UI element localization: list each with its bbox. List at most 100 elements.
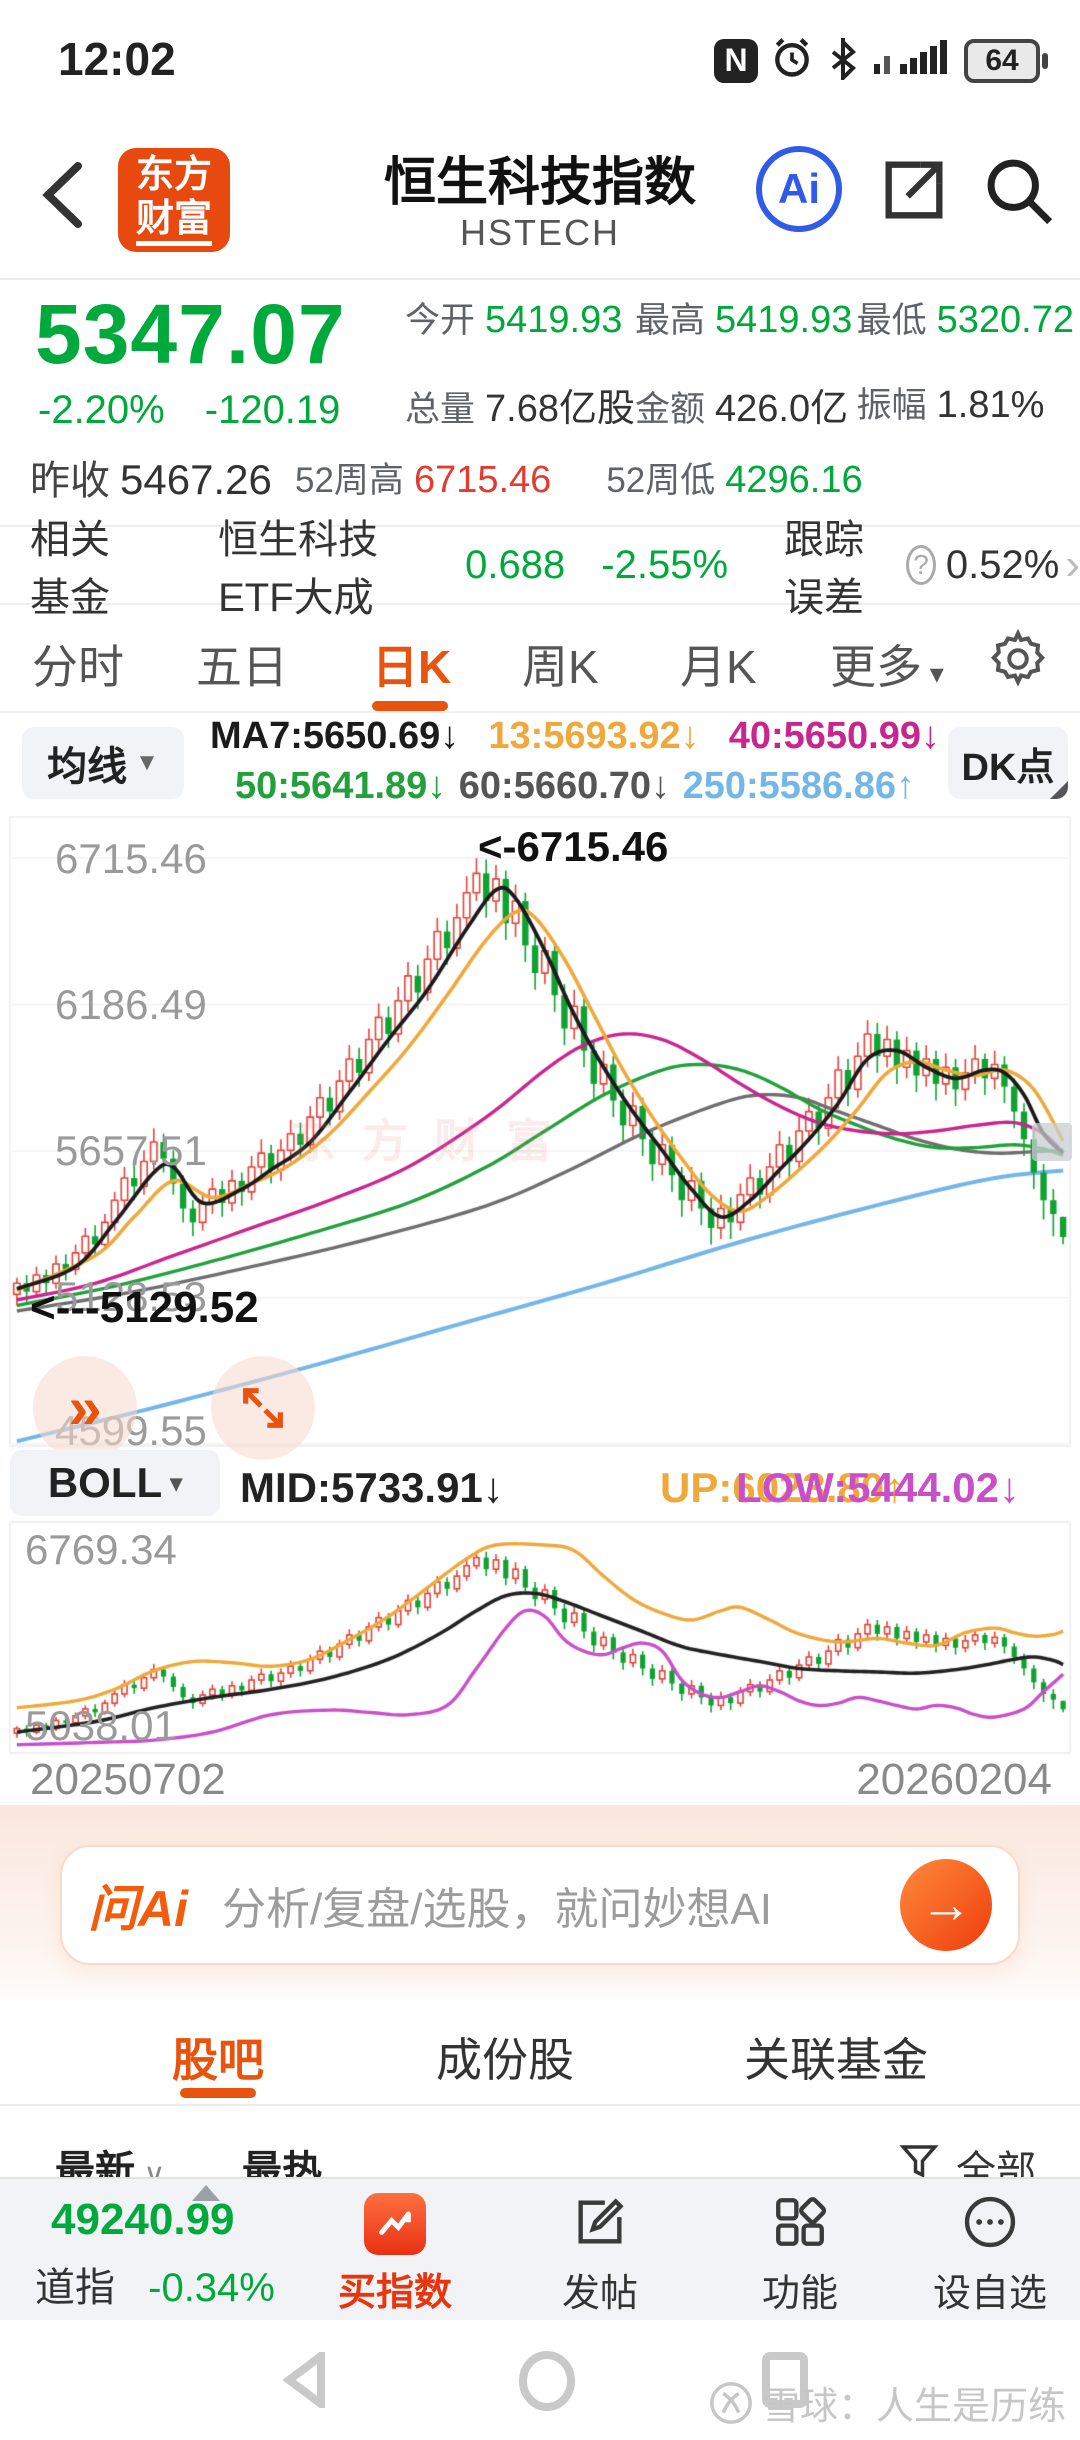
tab-weekly-k[interactable]: 周K [522, 641, 599, 693]
nav-home-icon[interactable] [517, 2350, 577, 2412]
arrow-right-icon: → [920, 1876, 972, 1934]
boll-canvas [0, 1520, 1080, 1755]
ma40-value: 40:5650.99↓ [728, 715, 940, 757]
boll-mid-value: MID:5733.91↓ [240, 1464, 504, 1511]
ai-assistant-icon[interactable]: Ai [756, 146, 842, 232]
nfc-icon: N [714, 38, 758, 83]
y-axis-label-3: 5657.51 [55, 1127, 207, 1174]
dow-name: 道指 [35, 2266, 115, 2310]
stat-open: 今开 5419.93 [405, 299, 623, 341]
clock-text: 12:02 [58, 33, 176, 85]
logo-text-2: 财富 [135, 198, 212, 247]
stat-amplitude: 振幅 1.81% [856, 384, 1045, 426]
watermark-text: 雪球：人生是历练 [761, 2386, 1066, 2428]
status-bar: 12:02 N 64 [0, 0, 1080, 100]
screenshot-watermark: 雪球：人生是历练 [708, 2375, 1066, 2430]
ma-dropdown-button[interactable]: 均线 ▼ [22, 727, 184, 799]
help-icon[interactable]: ? [906, 545, 936, 585]
logo-text-1: 东方 [135, 153, 212, 196]
tracking-error-value: 0.52% [945, 542, 1060, 587]
tab-constituents[interactable]: 成份股 [436, 2034, 574, 2086]
header: 东方 财富 恒生科技指数 HSTECH Ai [0, 100, 1080, 280]
related-fund-label: 相关基金 [30, 518, 110, 620]
prev-close-label: 昨收 [30, 459, 110, 503]
bluetooth-icon [826, 36, 860, 85]
stat-amount: 金额 426.0亿 [634, 388, 849, 430]
price-change: -2.20% -120.19 [38, 388, 340, 433]
boll-y-label-top: 6769.34 [25, 1526, 177, 1573]
nav-back-icon[interactable] [283, 2352, 327, 2408]
tab-daily-k[interactable]: 日K [372, 641, 452, 693]
page-subtitle: HSTECH [459, 212, 620, 253]
boll-chart[interactable]: 6769.34 5038.01 [0, 1520, 1080, 1755]
high-annotation: <-6715.46 [478, 823, 669, 870]
battery-percent: 64 [985, 43, 1019, 77]
dow-value: 49240.99 [51, 2195, 235, 2244]
ma-legend-bar: 均线 ▼ MA7:5650.69↓ 13:5693.92↓ 40:5650.99↓… [0, 713, 1080, 815]
expand-handle-icon[interactable] [192, 2185, 220, 2201]
x-axis-end-label: 20260204 [856, 1755, 1052, 1804]
index-quote-block[interactable]: 49240.99 道指 -0.34% [35, 2195, 275, 2313]
sort-newest[interactable]: 最新 ∨ [55, 2149, 166, 2177]
main-chart[interactable]: 东方财富 6715.46 6186.49 5657.51 5128.53 459… [0, 815, 1080, 1460]
app-logo[interactable]: 东方 财富 [118, 148, 230, 252]
content-tab-underline [180, 2088, 256, 2098]
tracking-error-label: 跟踪误差 [784, 518, 865, 620]
stat-52w-low: 52周低 4296.16 [606, 459, 863, 501]
last-price: 5347.07 [35, 287, 346, 381]
x-axis-row: 20250702 20260204 [0, 1755, 1080, 1805]
content-tab-bar: 股吧 成份股 关联基金 [0, 2000, 1080, 2106]
fund-nav: 0.688 [465, 542, 566, 587]
expand-icon [243, 1388, 283, 1428]
boll-dropdown-button[interactable]: BOLL ▾ [10, 1450, 220, 1516]
tab-related-funds[interactable]: 关联基金 [744, 2034, 928, 2086]
alarm-icon [770, 36, 814, 85]
share-icon[interactable] [876, 152, 952, 228]
tab-5day[interactable]: 五日 [196, 641, 288, 693]
gear-icon[interactable] [988, 629, 1048, 689]
x-axis-start-label: 20250702 [30, 1755, 226, 1804]
buy-index-button[interactable]: 买指数 [330, 2193, 460, 2316]
android-nav-bar: 雪球：人生是历练 [0, 2320, 1080, 2440]
y-axis-label-4: 5128.53 [55, 1273, 207, 1320]
change-percent: -2.20% [38, 388, 165, 432]
tab-minute[interactable]: 分时 [32, 641, 124, 693]
change-value: -120.19 [204, 388, 341, 432]
ma-values-row2: 50:5641.89↓ 60:5660.70↓ 250:5586.86↑ [235, 765, 915, 808]
ai-label: Ai [778, 165, 820, 212]
history-scroll-button[interactable]: » [33, 1356, 137, 1460]
xueqiu-logo-icon [710, 2381, 752, 2424]
stat-52w-high: 52周高 6715.46 [295, 459, 552, 501]
period-tab-bar: 分时 五日 日K 周K 月K 更多 ▾ [0, 605, 1080, 713]
ma7-value: MA7:5650.69↓ [210, 715, 460, 757]
search-icon[interactable] [980, 152, 1056, 228]
ai-submit-button[interactable]: → [900, 1859, 992, 1951]
fullscreen-button[interactable] [211, 1356, 315, 1460]
ask-ai-logo: 问Ai [88, 1881, 188, 1937]
ai-search-box[interactable]: 问Ai 分析/复盘/选股，就问妙想AI → [60, 1845, 1020, 1965]
post-button[interactable]: 发帖 [535, 2193, 665, 2317]
features-button[interactable]: 功能 [735, 2193, 865, 2317]
signal-icon [872, 36, 952, 85]
filter-funnel-icon[interactable] [898, 2140, 940, 2177]
tab-monthly-k[interactable]: 月K [680, 641, 757, 693]
tab-more[interactable]: 更多 ▾ [830, 641, 944, 693]
watchlist-icon [964, 2196, 1016, 2248]
post-icon [578, 2198, 624, 2244]
features-icon [776, 2197, 827, 2246]
ma-values-row1: MA7:5650.69↓ 13:5693.92↓ 40:5650.99↓ [210, 715, 940, 758]
sort-hottest[interactable]: 最热 [242, 2149, 322, 2177]
related-fund-row[interactable]: 相关基金 恒生科技ETF大成 0.688 -2.55% 跟踪误差 ? 0.52%… [0, 518, 1080, 620]
ai-search-placeholder: 分析/复盘/选股，就问妙想AI [222, 1885, 773, 1934]
y-axis-label-2: 6186.49 [55, 981, 207, 1028]
post-filter-row: 最新 ∨ 最热 全部 [0, 2106, 1080, 2177]
back-icon[interactable] [40, 162, 84, 228]
chevron-right-icon: › [1065, 540, 1080, 589]
nav-recent-icon[interactable] [760, 2350, 810, 2410]
tab-stock-forum[interactable]: 股吧 [172, 2034, 264, 2086]
dk-point-button[interactable]: DK点 [948, 727, 1068, 799]
y-axis-label-1: 6715.46 [55, 835, 207, 882]
filter-all[interactable]: 全部 [956, 2149, 1036, 2177]
ma250-value: 250:5586.86↑ [682, 765, 915, 807]
add-watchlist-button[interactable]: 设自选 [925, 2193, 1055, 2317]
